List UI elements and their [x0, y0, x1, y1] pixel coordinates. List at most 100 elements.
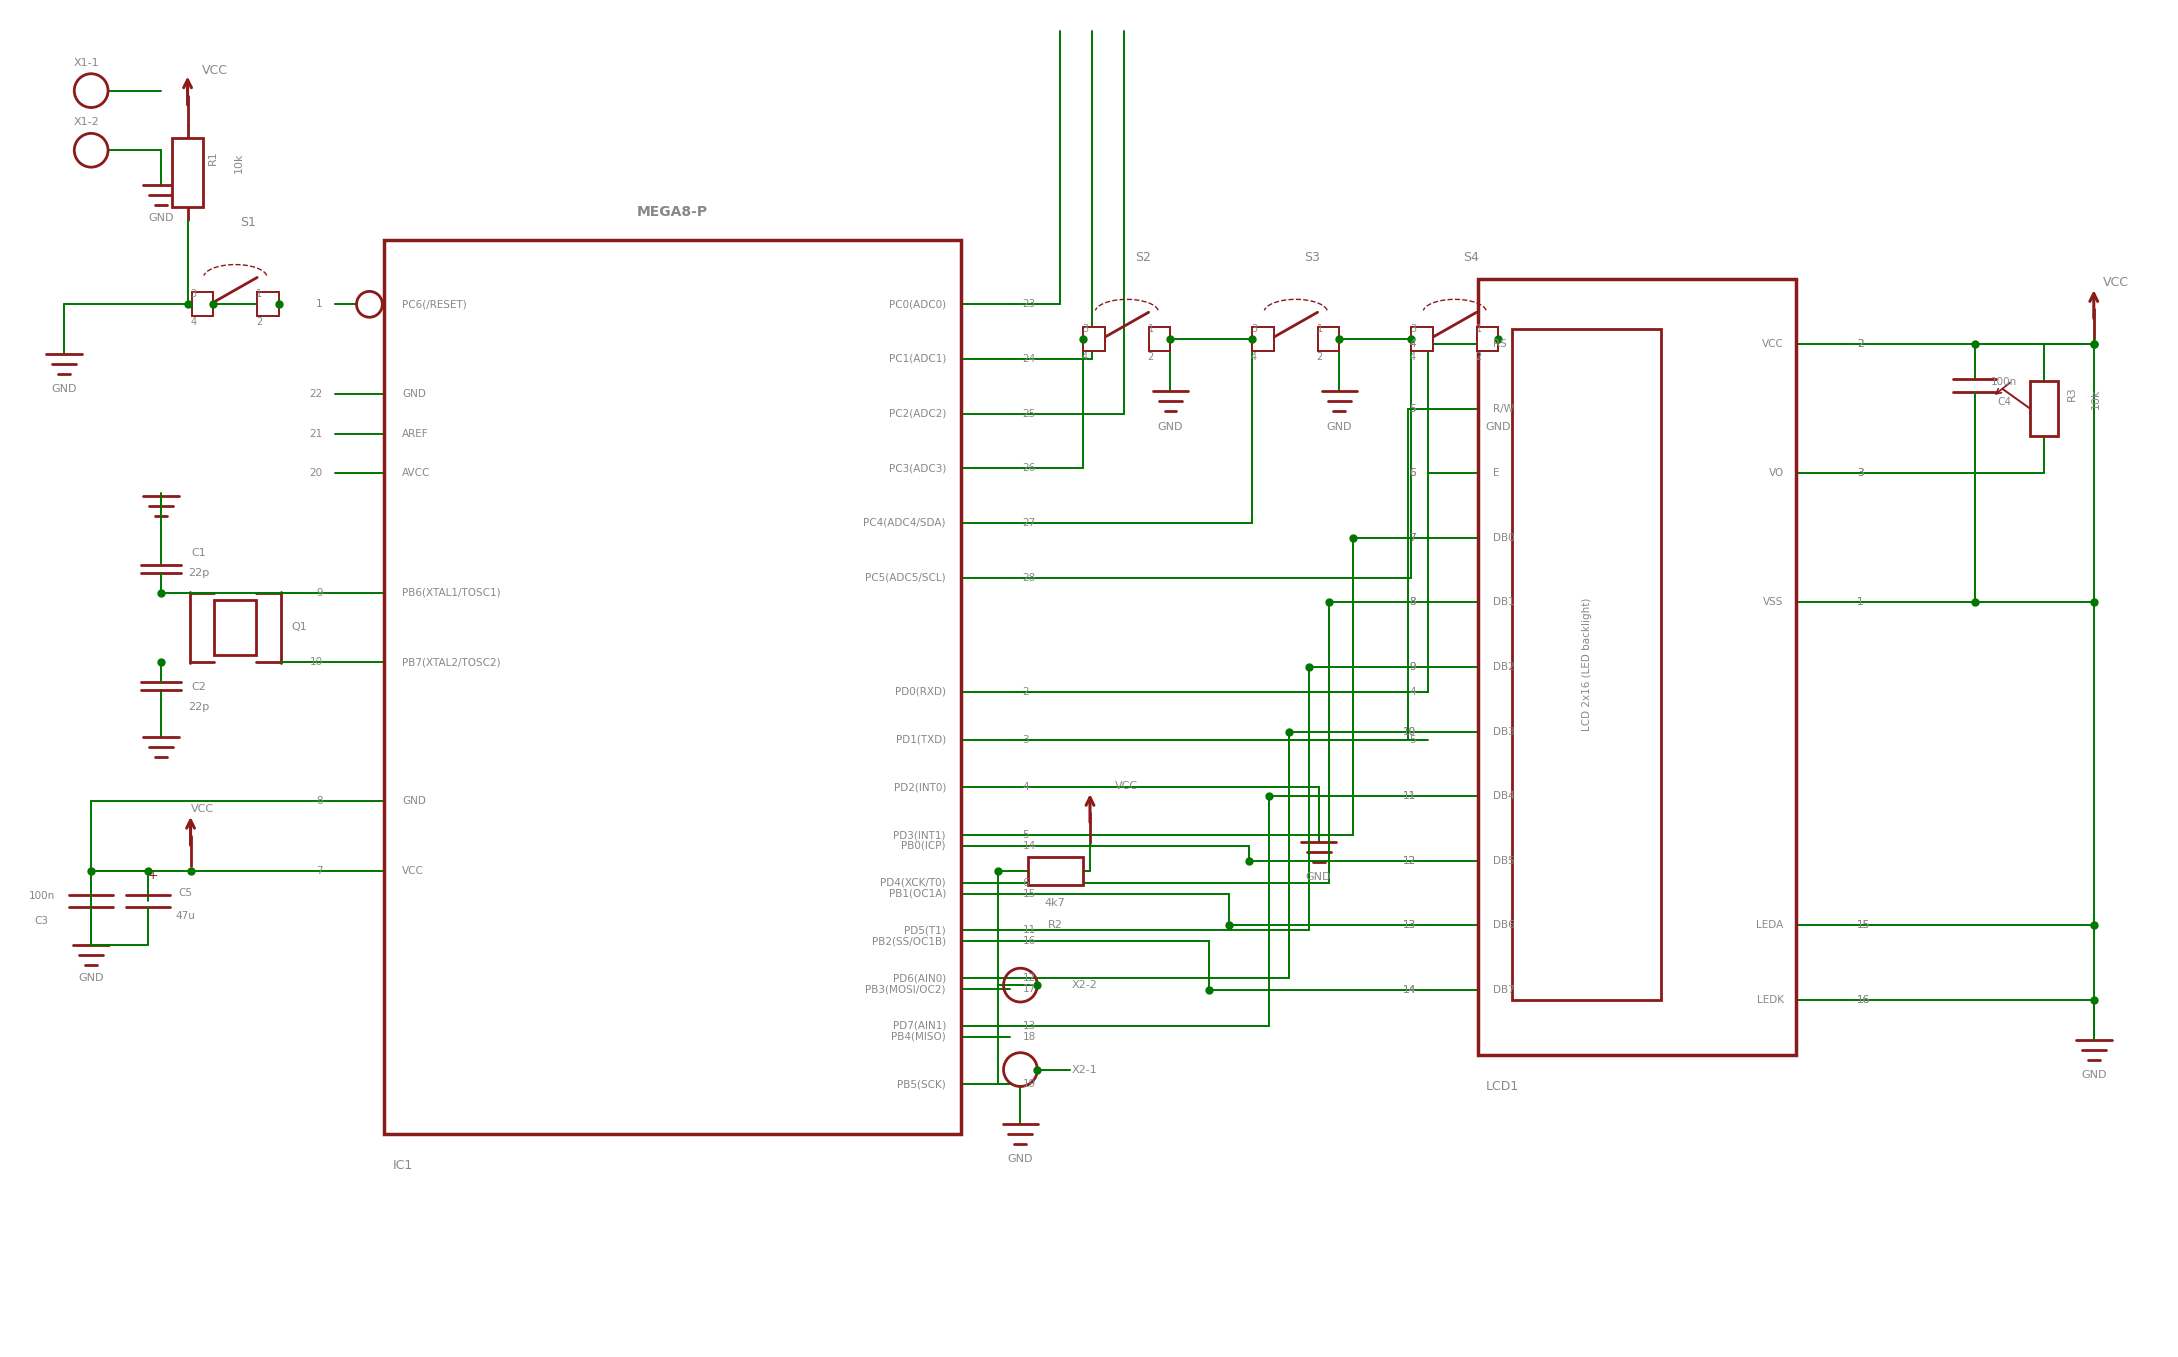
Text: DB4: DB4	[1492, 791, 1514, 801]
Text: PD4(XCK/T0): PD4(XCK/T0)	[880, 878, 945, 887]
Text: 10: 10	[1403, 726, 1416, 737]
Text: 15: 15	[1858, 920, 1871, 931]
Text: 11: 11	[1403, 791, 1416, 801]
Text: 19: 19	[1021, 1079, 1037, 1090]
Text: 8: 8	[1409, 597, 1416, 608]
Text: 12: 12	[1021, 973, 1037, 984]
Text: 8: 8	[1409, 597, 1416, 608]
Text: X2-1: X2-1	[1072, 1065, 1098, 1075]
Text: 100n: 100n	[1991, 377, 2017, 387]
Bar	[1028, 856, 1082, 885]
Text: PD0(RXD): PD0(RXD)	[895, 687, 945, 697]
Text: PB5(SCK): PB5(SCK)	[897, 1079, 945, 1090]
Text: PD7(AIN1): PD7(AIN1)	[893, 1020, 945, 1031]
Text: 3: 3	[1250, 324, 1257, 334]
Text: 2: 2	[1148, 351, 1154, 362]
Text: 2: 2	[1316, 351, 1322, 362]
Text: 16: 16	[1021, 936, 1037, 946]
Text: PD3(INT1): PD3(INT1)	[893, 830, 945, 840]
Text: 10: 10	[1403, 726, 1416, 737]
Text: GND: GND	[1485, 422, 1512, 432]
Text: PC5(ADC5/SCL): PC5(ADC5/SCL)	[865, 573, 945, 582]
Text: VCC: VCC	[1762, 339, 1784, 349]
Text: R3: R3	[2067, 387, 2078, 402]
Text: 14: 14	[1403, 985, 1416, 995]
Text: GND: GND	[403, 797, 427, 806]
Bar	[1148, 327, 1170, 351]
Text: C5: C5	[179, 887, 192, 898]
Text: 5: 5	[1409, 403, 1416, 414]
Text: PB6(XTAL1/TOSC1): PB6(XTAL1/TOSC1)	[403, 588, 501, 597]
Text: C3: C3	[35, 916, 48, 925]
Text: S1: S1	[240, 216, 257, 229]
Text: E: E	[1492, 468, 1498, 478]
Text: 7: 7	[1409, 533, 1416, 543]
Text: 12: 12	[1403, 856, 1416, 866]
Text: 3: 3	[1082, 324, 1089, 334]
Text: 4: 4	[1250, 351, 1257, 362]
Text: 1: 1	[1148, 324, 1154, 334]
Text: R1: R1	[207, 151, 218, 166]
Text: DB6: DB6	[1492, 920, 1514, 931]
Text: 16: 16	[1858, 995, 1871, 1006]
Bar	[1477, 327, 1498, 351]
Text: 1: 1	[1316, 324, 1322, 334]
Text: PB2(SS/OC1B): PB2(SS/OC1B)	[871, 936, 945, 946]
Text: 4: 4	[1409, 339, 1416, 349]
Bar	[2030, 381, 2058, 436]
Text: 1: 1	[1475, 324, 1481, 334]
Text: PD6(AIN0): PD6(AIN0)	[893, 973, 945, 984]
Text: S3: S3	[1305, 251, 1320, 265]
Text: MEGA8-P: MEGA8-P	[636, 205, 708, 218]
Text: 17: 17	[1021, 984, 1037, 995]
Text: VCC: VCC	[203, 64, 229, 77]
Text: 2: 2	[1475, 351, 1481, 362]
Text: PD1(TXD): PD1(TXD)	[895, 734, 945, 745]
Text: 22: 22	[309, 388, 322, 399]
Text: PC3(ADC3): PC3(ADC3)	[889, 463, 945, 474]
Text: R2: R2	[1048, 920, 1063, 931]
Text: GND: GND	[1008, 1153, 1032, 1164]
Text: DB2: DB2	[1492, 662, 1514, 672]
Text: X1-2: X1-2	[74, 118, 98, 128]
Text: GND: GND	[78, 973, 105, 984]
Text: PB1(OC1A): PB1(OC1A)	[889, 889, 945, 898]
Text: 2: 2	[1858, 339, 1864, 349]
Text: 7: 7	[316, 866, 322, 875]
Text: DB7: DB7	[1492, 985, 1514, 995]
Text: GND: GND	[1159, 422, 1183, 432]
Text: 3: 3	[1021, 734, 1028, 745]
Bar	[1318, 327, 1339, 351]
Text: LCD1: LCD1	[1485, 1080, 1518, 1092]
Text: 6: 6	[1409, 468, 1416, 478]
Text: 12: 12	[1403, 856, 1416, 866]
Text: 1: 1	[1858, 597, 1864, 608]
Text: VSS: VSS	[1764, 597, 1784, 608]
Text: IC1: IC1	[392, 1159, 412, 1172]
Bar	[1411, 327, 1433, 351]
Text: LCD 2x16 (LED backlight): LCD 2x16 (LED backlight)	[1581, 598, 1592, 731]
Text: 13: 13	[1403, 920, 1416, 931]
Text: 6: 6	[1021, 878, 1028, 887]
Text: PC1(ADC1): PC1(ADC1)	[889, 354, 945, 364]
Text: 2: 2	[1021, 687, 1028, 697]
Text: 8: 8	[316, 797, 322, 806]
Text: S2: S2	[1135, 251, 1150, 265]
Text: 100n: 100n	[28, 890, 54, 901]
Text: X2-2: X2-2	[1072, 980, 1098, 991]
Text: 9: 9	[1409, 662, 1416, 672]
Text: 13: 13	[1021, 1020, 1037, 1031]
Text: 4: 4	[189, 318, 196, 327]
Text: 15: 15	[1021, 889, 1037, 898]
Text: 14: 14	[1403, 985, 1416, 995]
Text: 28: 28	[1021, 573, 1037, 582]
Text: 1: 1	[1858, 597, 1864, 608]
Text: 3: 3	[1409, 324, 1416, 334]
Text: GND: GND	[1326, 422, 1353, 432]
Text: VCC: VCC	[2102, 275, 2128, 289]
Text: PC4(ADC4/SDA): PC4(ADC4/SDA)	[862, 518, 945, 528]
Text: 1: 1	[257, 289, 261, 300]
Text: R/W: R/W	[1492, 403, 1514, 414]
Text: 16: 16	[1858, 995, 1871, 1006]
Text: GND: GND	[2080, 1069, 2106, 1080]
